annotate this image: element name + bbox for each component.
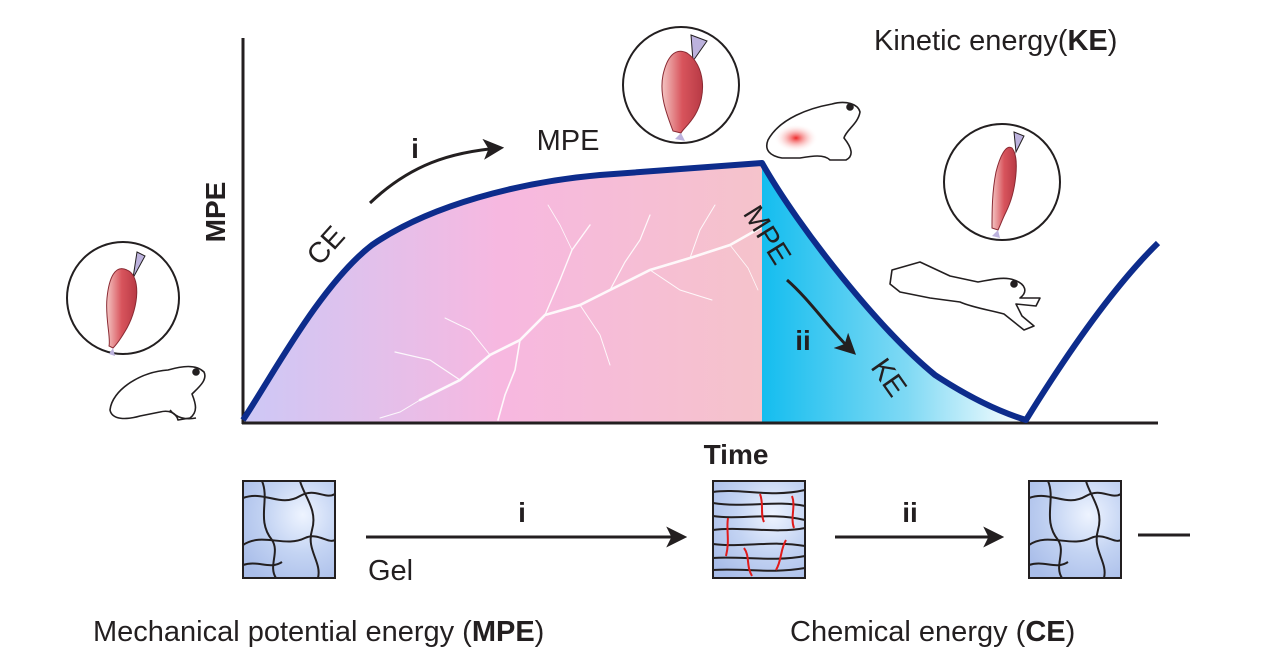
x-axis-label: Time: [704, 439, 769, 470]
label-step-i: i: [411, 133, 419, 164]
lightning-icon: [379, 204, 762, 421]
arrow-i: [368, 138, 505, 205]
muscle-icon: [622, 26, 740, 144]
frog-icon: [889, 261, 1041, 331]
gel-network-icon: [1028, 480, 1122, 579]
label-ce: CE: [301, 220, 352, 271]
muscle-icon: [66, 241, 180, 356]
title-ke: Kinetic energy(KE): [874, 25, 1117, 57]
bottom-label-step-ii: ii: [902, 497, 918, 528]
legend-mpe: Mechanical potential energy (MPE): [93, 616, 544, 648]
muscle-icon: [943, 123, 1061, 241]
energy-curve: [240, 160, 1161, 423]
frog-icon: [766, 101, 861, 161]
mpe-area: [243, 163, 762, 422]
gel-network-icon: [242, 480, 336, 579]
legend-ce: Chemical energy (CE): [790, 616, 1075, 648]
frog-icon: [109, 365, 206, 421]
label-gel: Gel: [368, 555, 413, 587]
label-mpe-top: MPE: [537, 125, 600, 157]
ke-area: [762, 163, 1026, 422]
bottom-label-step-i: i: [518, 497, 526, 528]
arrow-ii: [786, 278, 857, 355]
gel-network-icon: [712, 480, 806, 579]
y-axis-label: MPE: [200, 182, 231, 243]
label-step-ii: ii: [795, 325, 811, 356]
